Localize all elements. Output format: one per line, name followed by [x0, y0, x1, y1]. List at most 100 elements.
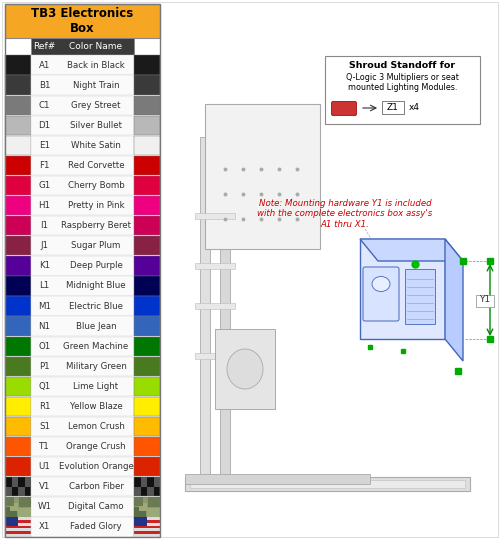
Bar — [134, 477, 160, 496]
Text: P1: P1 — [39, 362, 50, 371]
Bar — [134, 296, 160, 316]
Bar — [195, 263, 235, 269]
Text: H1: H1 — [38, 201, 50, 210]
Text: Carbon Fiber: Carbon Fiber — [68, 482, 124, 491]
Bar — [5, 517, 18, 526]
Polygon shape — [445, 239, 463, 361]
Text: C1: C1 — [39, 101, 50, 110]
Bar — [134, 136, 160, 155]
Text: Evolution Orange: Evolution Orange — [58, 462, 134, 471]
Bar — [140, 477, 147, 487]
Bar — [134, 497, 160, 516]
Bar — [5, 523, 31, 526]
Text: Back in Black: Back in Black — [67, 60, 125, 70]
Bar — [12, 477, 18, 487]
Bar — [134, 156, 160, 175]
Text: Sugar Plum: Sugar Plum — [72, 241, 120, 250]
Text: L1: L1 — [40, 281, 50, 291]
Text: Digital Camo: Digital Camo — [68, 502, 124, 512]
Bar — [476, 295, 494, 307]
Bar — [195, 303, 235, 309]
Bar — [5, 4, 160, 537]
Bar — [5, 534, 31, 537]
Bar — [205, 104, 320, 249]
Bar — [31, 75, 134, 95]
Bar — [31, 457, 134, 476]
Bar — [134, 497, 143, 506]
Bar — [195, 353, 235, 359]
Bar — [5, 176, 31, 195]
Bar — [5, 336, 31, 356]
Text: W1: W1 — [38, 502, 52, 512]
Text: Lime Light: Lime Light — [74, 382, 118, 391]
Bar — [5, 136, 31, 155]
Bar — [148, 497, 160, 507]
Bar — [31, 277, 134, 295]
Text: Ref#: Ref# — [34, 42, 56, 51]
Text: A1: A1 — [39, 60, 50, 70]
Text: Electric Blue: Electric Blue — [69, 301, 123, 310]
Bar — [5, 216, 31, 236]
Text: Pretty in Pink: Pretty in Pink — [68, 201, 124, 210]
Polygon shape — [360, 239, 445, 339]
Bar — [215, 329, 275, 409]
Bar — [405, 269, 435, 324]
Bar — [147, 508, 160, 516]
Text: Deep Purple: Deep Purple — [70, 261, 122, 271]
Text: K1: K1 — [39, 261, 50, 271]
Bar — [134, 534, 160, 537]
Text: I1: I1 — [40, 221, 48, 230]
Text: x4: x4 — [409, 103, 420, 112]
Bar — [31, 397, 134, 416]
Bar — [134, 236, 160, 255]
Bar — [195, 213, 235, 219]
FancyBboxPatch shape — [363, 267, 399, 321]
Bar — [5, 487, 12, 496]
Bar — [31, 377, 134, 396]
Bar — [134, 517, 147, 526]
Text: T1: T1 — [39, 442, 50, 451]
Bar — [31, 336, 134, 356]
Bar — [31, 477, 134, 496]
Bar — [5, 417, 31, 436]
Ellipse shape — [227, 349, 263, 389]
Text: Raspberry Beret: Raspberry Beret — [61, 221, 131, 230]
Bar — [134, 357, 160, 376]
Bar — [31, 56, 134, 75]
Text: Silver Bullet: Silver Bullet — [70, 121, 122, 130]
Text: G1: G1 — [38, 181, 50, 190]
Bar — [5, 497, 31, 516]
Bar — [5, 437, 31, 457]
Bar — [10, 503, 18, 511]
Bar — [134, 507, 145, 516]
Text: Q1: Q1 — [38, 382, 50, 391]
Bar — [31, 95, 134, 115]
Bar — [134, 196, 160, 215]
Bar — [5, 256, 31, 275]
Bar — [31, 176, 134, 195]
Bar — [139, 503, 147, 511]
Bar — [5, 296, 31, 316]
Bar — [134, 487, 140, 496]
Bar — [147, 487, 154, 496]
Bar — [134, 437, 160, 457]
Bar — [31, 256, 134, 275]
Bar — [134, 256, 160, 275]
Bar — [31, 497, 134, 516]
Text: U1: U1 — [38, 462, 50, 471]
Bar — [5, 316, 31, 336]
Text: Military Green: Military Green — [66, 362, 126, 371]
Text: S1: S1 — [39, 422, 50, 431]
Bar — [31, 156, 134, 175]
Bar — [134, 277, 160, 295]
Bar — [134, 397, 160, 416]
Text: Grey Street: Grey Street — [72, 101, 121, 110]
Bar — [134, 116, 160, 135]
Text: mounted Lighting Modules.: mounted Lighting Modules. — [348, 82, 457, 92]
Bar — [31, 417, 134, 436]
Bar — [5, 236, 31, 255]
Bar — [31, 357, 134, 376]
Text: Y1: Y1 — [480, 295, 490, 305]
Bar — [5, 377, 31, 396]
Bar — [5, 196, 31, 215]
